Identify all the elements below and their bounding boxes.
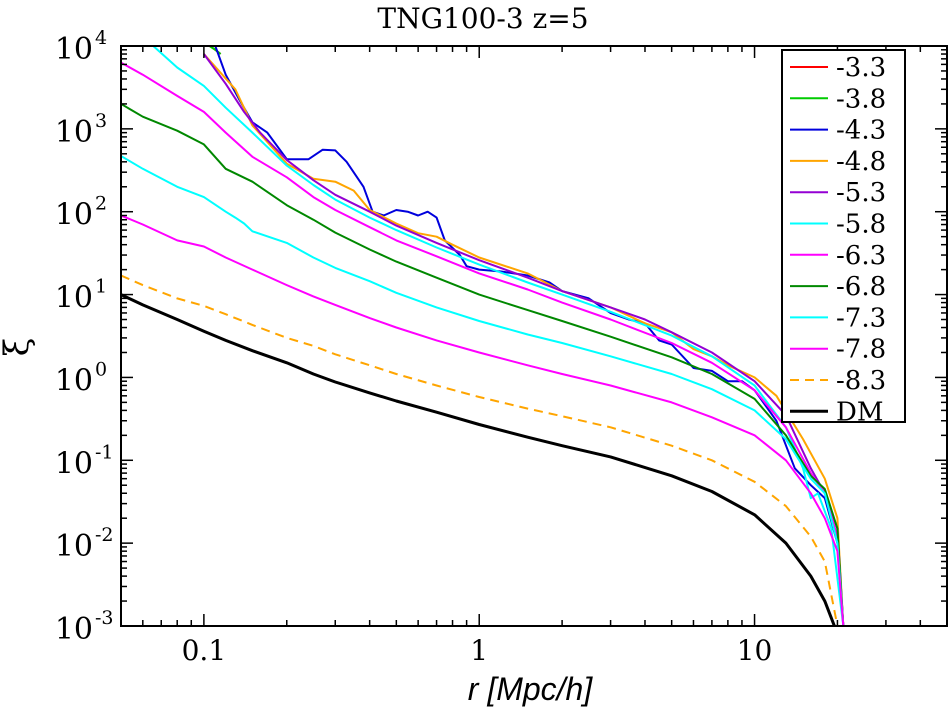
x-axis-ticks: 0.1 1 10 xyxy=(120,46,948,667)
y-axis-label: ξ xyxy=(0,338,37,357)
legend-label-10: -8.3 xyxy=(836,366,886,396)
legend-label-7: -6.8 xyxy=(836,272,886,302)
series-line-4 xyxy=(203,53,845,626)
series-line-6 xyxy=(121,61,845,626)
y-tick-exponent: -2 xyxy=(95,524,114,546)
series-line-5 xyxy=(151,46,845,626)
y-tick-label: 10 xyxy=(55,32,93,67)
y-tick-exponent: 3 xyxy=(95,110,107,132)
y-tick-label: 10 xyxy=(55,281,93,316)
series-line-8 xyxy=(121,155,845,626)
legend-label-9: -7.8 xyxy=(836,335,886,365)
series-line-3 xyxy=(203,53,845,626)
series-line-11 xyxy=(121,293,836,626)
legend-label-5: -5.8 xyxy=(836,210,886,240)
series-line-2 xyxy=(214,46,845,626)
chart-title: TNG100-3 z=5 xyxy=(377,2,588,35)
series-line-7 xyxy=(121,103,845,626)
y-tick-exponent: -1 xyxy=(95,441,114,463)
y-tick-exponent: 1 xyxy=(95,276,107,298)
x-tick-label: 1 xyxy=(470,634,488,667)
y-tick-exponent: -3 xyxy=(95,607,114,629)
y-tick-label: 10 xyxy=(55,612,93,647)
y-tick-exponent: 0 xyxy=(95,358,107,380)
x-axis-label: r [Mpc/h] xyxy=(468,671,594,707)
y-tick-exponent: 4 xyxy=(95,27,107,49)
y-tick-label: 10 xyxy=(55,363,93,398)
plot-frame xyxy=(120,45,948,627)
legend-label-3: -4.8 xyxy=(836,147,886,177)
legend-label-1: -3.8 xyxy=(836,84,886,114)
legend-label-4: -5.3 xyxy=(836,178,886,208)
x-tick-label: 10 xyxy=(737,634,773,667)
legend: -3.3-3.8-4.3-4.8-5.3-5.8-6.3-6.8-7.3-7.8… xyxy=(781,49,906,427)
y-tick-exponent: 2 xyxy=(95,193,107,215)
series-layer xyxy=(121,46,845,626)
series-line-9 xyxy=(121,214,845,626)
y-tick-label: 10 xyxy=(55,529,93,564)
x-tick-label: 0.1 xyxy=(182,634,227,667)
y-tick-label: 10 xyxy=(55,115,93,150)
legend-label-0: -3.3 xyxy=(836,53,886,83)
legend-box xyxy=(781,49,906,423)
legend-label-11: DM xyxy=(836,397,883,427)
y-tick-label: 10 xyxy=(55,198,93,233)
legend-label-2: -4.3 xyxy=(836,116,886,146)
y-tick-label: 10 xyxy=(55,446,93,481)
legend-label-6: -6.3 xyxy=(836,241,886,271)
series-line-10 xyxy=(121,274,839,626)
series-line-1 xyxy=(209,46,222,55)
legend-label-8: -7.3 xyxy=(836,303,886,333)
